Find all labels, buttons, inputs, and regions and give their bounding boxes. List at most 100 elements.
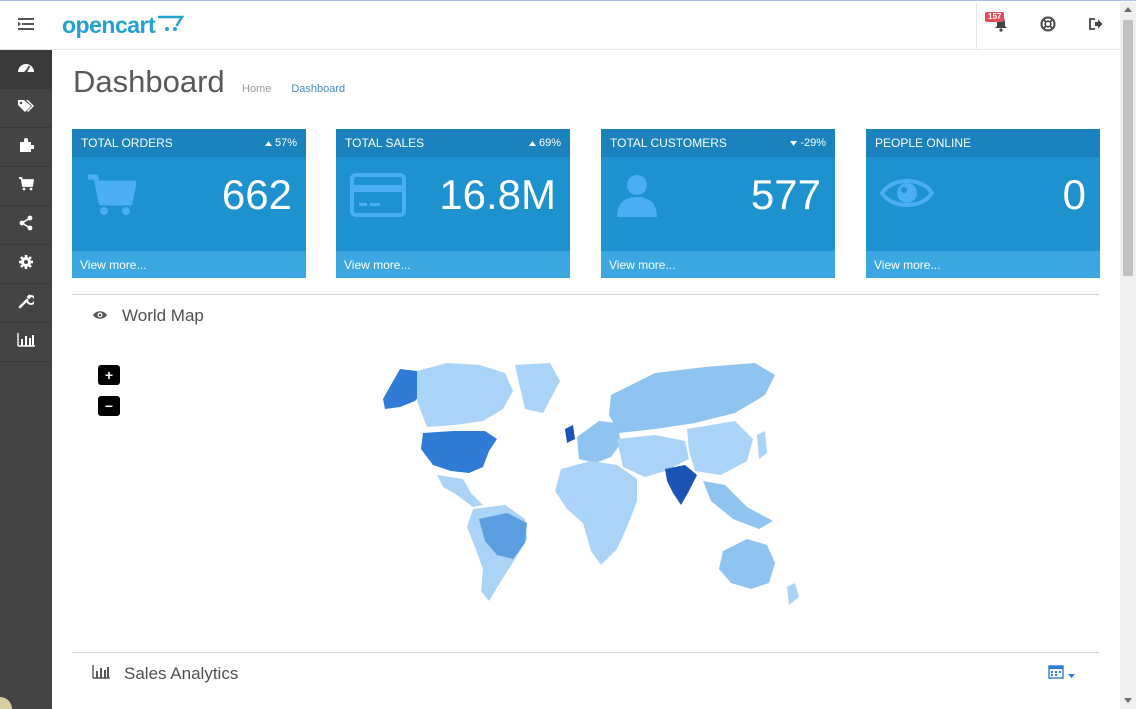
map-region-se-asia bbox=[703, 481, 773, 529]
map-region-russia bbox=[609, 363, 775, 433]
logo-text: opencart bbox=[62, 12, 156, 38]
menu-toggle-icon bbox=[18, 17, 34, 35]
breadcrumb: Home Dashboard bbox=[242, 83, 345, 95]
sidebar-item-sales[interactable] bbox=[0, 167, 52, 206]
caret-up-icon bbox=[264, 140, 272, 146]
panel-divider bbox=[72, 652, 1099, 653]
tags-icon bbox=[17, 99, 35, 118]
map-region-mexico bbox=[437, 475, 483, 507]
date-range-dropdown[interactable] bbox=[1048, 664, 1075, 684]
scroll-thumb[interactable] bbox=[1123, 20, 1133, 276]
tile-title: TOTAL ORDERS bbox=[81, 136, 173, 150]
page-title: Dashboard bbox=[73, 64, 225, 99]
tile-title: PEOPLE ONLINE bbox=[875, 136, 972, 150]
wrench-icon bbox=[18, 293, 36, 314]
tile-change: -29% bbox=[790, 137, 826, 149]
sidebar-item-system[interactable] bbox=[0, 245, 52, 284]
sidebar-item-tools[interactable] bbox=[0, 284, 52, 323]
tile-header: TOTAL ORDERS 57% bbox=[72, 129, 306, 157]
breadcrumb-home[interactable]: Home bbox=[242, 83, 272, 95]
sidebar-item-extensions[interactable] bbox=[0, 128, 52, 167]
sidebar-item-catalog[interactable] bbox=[0, 89, 52, 128]
bar-chart-icon bbox=[17, 332, 35, 352]
dashboard-icon bbox=[17, 60, 35, 79]
tile-total-customers: TOTAL CUSTOMERS -29% 577 View more... bbox=[601, 129, 835, 278]
opencart-logo[interactable]: opencart bbox=[62, 12, 185, 39]
world-map[interactable] bbox=[355, 351, 805, 613]
sidebar-nav bbox=[0, 50, 52, 709]
scroll-up-arrow[interactable] bbox=[1124, 7, 1132, 12]
scroll-down-arrow[interactable] bbox=[1124, 698, 1132, 703]
tile-people-online: PEOPLE ONLINE 0 View more... bbox=[866, 129, 1100, 278]
map-region-usa bbox=[421, 431, 497, 473]
credit-card-icon bbox=[350, 173, 406, 222]
share-icon bbox=[18, 215, 34, 236]
logo-cart-icon bbox=[157, 14, 185, 37]
map-region-new-zealand bbox=[787, 583, 799, 605]
sidebar-item-reports[interactable] bbox=[0, 323, 52, 362]
tile-value: 577 bbox=[750, 171, 821, 218]
menu-toggle-button[interactable] bbox=[0, 2, 52, 50]
logout-icon bbox=[1089, 17, 1103, 35]
map-region-china bbox=[687, 421, 753, 475]
map-zoom-out-button[interactable]: − bbox=[98, 396, 120, 416]
panel-divider bbox=[72, 294, 1099, 295]
tile-value: 662 bbox=[221, 171, 292, 218]
sidebar-item-marketing[interactable] bbox=[0, 206, 52, 245]
top-header: opencart 157 bbox=[0, 2, 1120, 50]
sales-analytics-heading: Sales Analytics bbox=[92, 664, 238, 684]
tile-header: TOTAL SALES 69% bbox=[336, 129, 570, 157]
cart-icon bbox=[86, 173, 137, 222]
map-region-africa bbox=[555, 461, 637, 565]
view-more-link[interactable]: View more... bbox=[866, 251, 1100, 278]
puzzle-icon bbox=[18, 137, 35, 158]
tile-header: TOTAL CUSTOMERS -29% bbox=[601, 129, 835, 157]
caret-up-icon bbox=[528, 140, 536, 146]
notifications-button[interactable]: 157 bbox=[976, 2, 1024, 50]
tile-change-value: 57% bbox=[274, 137, 297, 149]
view-more-link[interactable]: View more... bbox=[601, 251, 835, 278]
view-more-link[interactable]: View more... bbox=[336, 251, 570, 278]
header-actions: 157 bbox=[976, 2, 1120, 50]
tile-change: 57% bbox=[264, 137, 297, 149]
tile-change-value: -29% bbox=[800, 137, 826, 149]
tile-title: TOTAL SALES bbox=[345, 136, 425, 150]
tile-body: 0 bbox=[866, 157, 1100, 251]
map-region-central-asia bbox=[617, 435, 689, 477]
map-region-india bbox=[665, 465, 697, 505]
logout-button[interactable] bbox=[1072, 2, 1120, 50]
help-lifebuoy-icon bbox=[1040, 16, 1056, 37]
tile-body: 577 bbox=[601, 157, 835, 251]
tile-change: 69% bbox=[528, 137, 561, 149]
tile-header: PEOPLE ONLINE bbox=[866, 129, 1100, 157]
calendar-icon bbox=[1048, 664, 1064, 684]
tile-change-value: 69% bbox=[538, 137, 561, 149]
world-map-heading: World Map bbox=[92, 306, 204, 326]
tile-value: 16.8M bbox=[439, 171, 556, 218]
map-region-japan bbox=[757, 431, 767, 459]
world-map-title: World Map bbox=[122, 306, 204, 325]
user-icon bbox=[615, 173, 659, 224]
cart-icon bbox=[18, 176, 35, 196]
vertical-scrollbar[interactable] bbox=[1120, 2, 1136, 709]
tile-title: TOTAL CUSTOMERS bbox=[610, 136, 727, 150]
tile-total-orders: TOTAL ORDERS 57% 662 View more... bbox=[72, 129, 306, 278]
map-region-australia bbox=[719, 539, 775, 589]
tile-body: 662 bbox=[72, 157, 306, 251]
tile-body: 16.8M bbox=[336, 157, 570, 251]
help-button[interactable] bbox=[1024, 2, 1072, 50]
caret-down-icon bbox=[790, 140, 798, 146]
sidebar-item-dashboard[interactable] bbox=[0, 50, 52, 89]
eye-icon bbox=[879, 173, 935, 218]
breadcrumb-dashboard[interactable]: Dashboard bbox=[291, 83, 346, 95]
notification-badge: 157 bbox=[985, 12, 1005, 22]
map-zoom-in-button[interactable]: + bbox=[98, 365, 120, 385]
view-more-link[interactable]: View more... bbox=[72, 251, 306, 278]
map-region-alaska bbox=[383, 369, 427, 409]
gear-icon bbox=[18, 254, 34, 275]
map-region-brazil bbox=[479, 513, 527, 559]
map-region-uk bbox=[565, 425, 575, 443]
tile-value: 0 bbox=[1062, 171, 1086, 218]
map-region-europe bbox=[577, 421, 621, 463]
